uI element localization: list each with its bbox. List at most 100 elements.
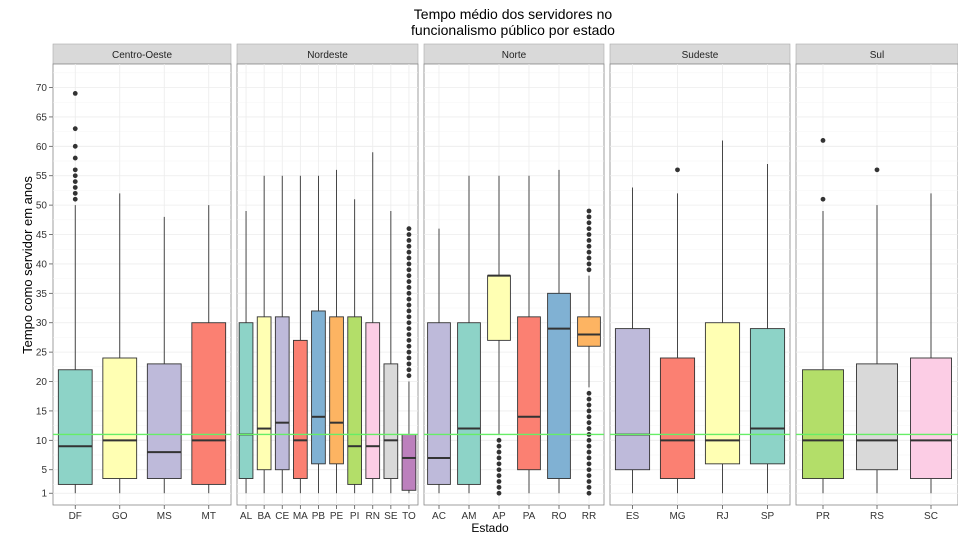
outlier-point	[586, 208, 592, 214]
outlier-point	[496, 479, 502, 484]
outlier-point	[406, 267, 412, 273]
x-tick-label: AL	[240, 511, 253, 522]
outlier-point	[406, 361, 412, 367]
outlier-point	[72, 155, 78, 161]
x-tick-label: TO	[402, 511, 416, 522]
y-axis-label: Tempo como servidor em anos	[20, 176, 35, 354]
x-tick-label: AC	[432, 511, 446, 522]
outlier-point	[406, 314, 412, 320]
y-tick-label: 35	[36, 289, 48, 300]
facet-strip-label: Norte	[502, 50, 527, 61]
y-tick-label: 15	[36, 406, 48, 417]
box-pb	[311, 310, 326, 465]
y-tick-label: 65	[36, 112, 48, 123]
outlier-point	[586, 461, 592, 467]
outlier-point	[586, 261, 592, 267]
x-tick-label: SC	[924, 511, 938, 522]
x-tick-label: RJ	[716, 511, 728, 522]
box-to	[401, 433, 417, 491]
outlier-point	[406, 249, 412, 255]
x-tick-label: RR	[582, 511, 596, 522]
y-tick-label: 5	[41, 465, 47, 476]
outlier-point	[406, 261, 412, 267]
box-mg	[659, 357, 696, 479]
facet-strip-label: Nordeste	[307, 50, 348, 61]
box-ma	[293, 339, 308, 479]
box-df	[57, 369, 93, 485]
outlier-point	[406, 355, 412, 361]
y-tick-label: 50	[36, 201, 48, 212]
outlier-point	[72, 179, 78, 185]
x-tick-label: BA	[257, 511, 271, 522]
x-tick-label: PA	[523, 511, 536, 522]
outlier-point	[496, 449, 502, 455]
outlier-point	[874, 167, 880, 173]
x-tick-label: AP	[492, 511, 506, 522]
outlier-point	[586, 402, 592, 408]
x-tick-label: AM	[462, 511, 477, 522]
x-tick-label: MG	[669, 511, 685, 522]
box-ms	[146, 363, 182, 479]
outlier-point	[406, 320, 412, 326]
x-tick-label: MA	[293, 511, 308, 522]
outlier-point	[406, 373, 412, 379]
box-sc	[910, 357, 952, 479]
outlier-point	[406, 332, 412, 337]
outlier-point	[586, 243, 592, 249]
outlier-point	[496, 490, 502, 496]
y-tick-label: 1	[41, 489, 47, 500]
outlier-point	[586, 455, 592, 461]
outlier-point	[406, 238, 412, 243]
x-tick-label: MS	[157, 511, 172, 522]
outlier-point	[586, 437, 592, 443]
outlier-point	[72, 91, 78, 96]
box-ce	[274, 316, 290, 471]
outlier-point	[586, 238, 592, 243]
y-tick-label: 25	[36, 348, 48, 359]
outlier-point	[586, 255, 592, 261]
chart-title-line-2: funcionalismo público por estado	[411, 22, 615, 38]
outlier-point	[586, 214, 592, 220]
box-pr	[802, 369, 844, 479]
outlier-point	[586, 220, 592, 226]
outlier-point	[586, 443, 592, 449]
outlier-point	[586, 473, 592, 478]
box-sp	[749, 328, 786, 465]
x-axis-label: Estado	[471, 521, 509, 535]
chart-title-line-1: Tempo médio dos servidores no	[414, 6, 613, 22]
outlier-point	[406, 290, 412, 296]
box-ap	[487, 275, 511, 341]
x-tick-label: DF	[69, 511, 82, 522]
box-rr	[577, 316, 601, 347]
outlier-point	[72, 167, 78, 173]
outlier-point	[496, 467, 502, 473]
outlier-point	[586, 396, 592, 402]
x-tick-label: MT	[202, 511, 216, 522]
outlier-point	[406, 232, 412, 237]
outlier-point	[72, 143, 78, 149]
outlier-point	[820, 196, 826, 202]
outlier-point	[496, 455, 502, 461]
outlier-point	[586, 414, 592, 420]
box-pe	[329, 316, 344, 465]
facet-strip-label: Centro-Oeste	[112, 50, 172, 61]
outlier-point	[586, 267, 592, 273]
facet-panel	[423, 63, 605, 506]
outlier-point	[72, 173, 78, 179]
outlier-point	[72, 196, 78, 202]
y-tick-label: 40	[36, 259, 48, 270]
box-pi	[347, 316, 362, 485]
outlier-point	[406, 279, 412, 284]
x-tick-label: PE	[330, 511, 344, 522]
box-se	[383, 363, 399, 479]
y-tick-label: 45	[36, 230, 48, 241]
outlier-point	[72, 190, 78, 196]
outlier-point	[586, 490, 592, 496]
outlier-point	[496, 484, 502, 490]
outlier-point	[586, 232, 592, 237]
outlier-point	[586, 467, 592, 473]
outlier-point	[406, 285, 412, 290]
box-es	[614, 328, 651, 471]
y-tick-label: 55	[36, 171, 48, 182]
